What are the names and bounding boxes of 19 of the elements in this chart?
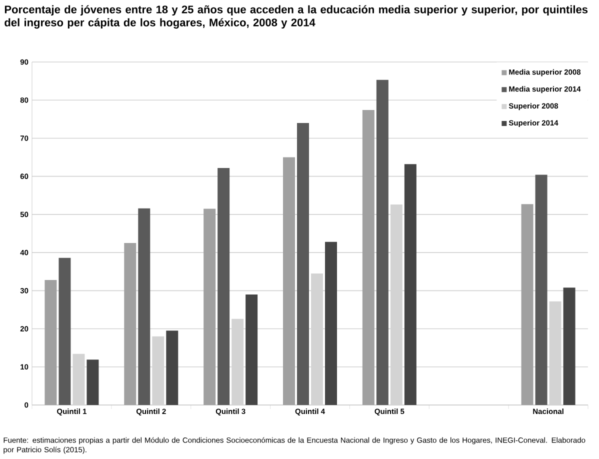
bar — [218, 168, 230, 405]
bar — [58, 258, 71, 405]
bar — [563, 288, 576, 405]
chart-title: Porcentaje de jóvenes entre 18 y 25 años que acceden a la educación media superior y superior, por quintiles del ingreso per cápita de los hogares, México, 2008 y 2014 — [4, 5, 588, 29]
bar — [362, 110, 374, 405]
bar — [166, 330, 178, 405]
bar — [204, 208, 216, 405]
bar — [535, 174, 548, 405]
bar — [124, 243, 136, 405]
bar — [404, 164, 416, 405]
bar — [325, 242, 337, 405]
bar — [376, 80, 388, 405]
bar — [138, 208, 150, 405]
bar — [86, 360, 99, 405]
bar — [297, 122, 310, 405]
bar — [44, 280, 57, 405]
bar — [521, 204, 534, 405]
bar — [283, 157, 295, 405]
bar — [246, 294, 258, 405]
